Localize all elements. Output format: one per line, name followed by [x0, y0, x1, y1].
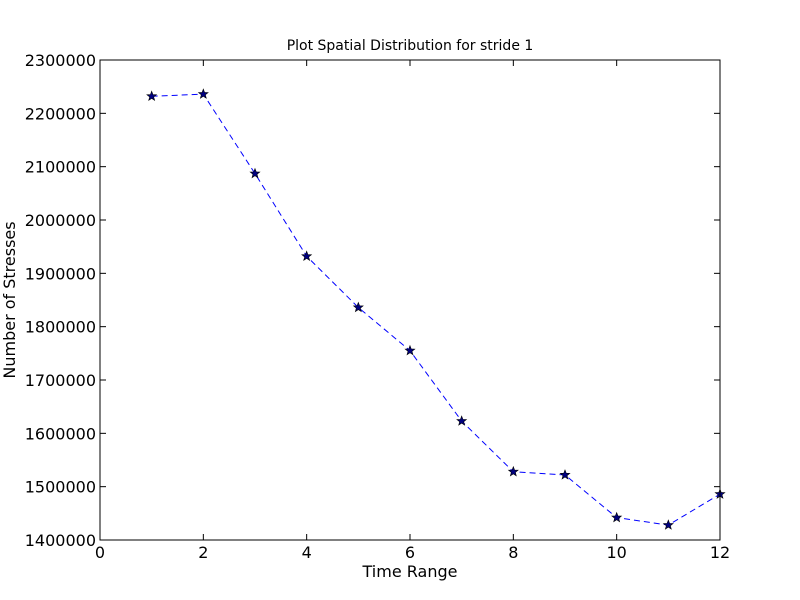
plot-frame	[99, 59, 721, 541]
x-tick-label: 8	[508, 543, 518, 562]
y-tick-label: 1600000	[25, 424, 96, 443]
x-tick-labels: 0 2 4 6 8 10 12	[95, 543, 730, 562]
y-tick-label: 1400000	[25, 531, 96, 550]
y-tick-label: 2300000	[25, 51, 96, 70]
series-line-0	[151, 93, 721, 526]
x-axis-title: Time Range	[362, 562, 458, 581]
x-tick-label: 4	[302, 543, 312, 562]
data-point	[611, 511, 623, 523]
y-tick-label: 2200000	[25, 104, 96, 123]
y-tick-labels: 1400000 1500000 1600000 1700000 1800000 19000…	[25, 51, 96, 550]
y-tick-label: 1800000	[25, 318, 96, 337]
chart-title: Plot Spatial Distribution for stride 1	[287, 38, 534, 54]
data-point	[507, 465, 519, 477]
plot-area	[100, 60, 720, 540]
data-point	[301, 250, 313, 262]
data-point	[456, 415, 468, 426]
data-point	[352, 301, 364, 313]
y-tick-label: 1700000	[25, 371, 96, 390]
data-point	[146, 90, 158, 102]
data-point	[197, 88, 209, 99]
x-tick-label: 2	[198, 543, 208, 562]
data-point	[559, 469, 571, 480]
x-tick-label: 12	[710, 543, 730, 562]
data-point	[249, 167, 261, 179]
y-tick-label: 2100000	[25, 158, 96, 177]
y-tick-label: 1500000	[25, 478, 96, 497]
data-point	[662, 519, 674, 530]
x-tick-label: 0	[95, 543, 105, 562]
y-tick-label: 2000000	[25, 211, 96, 230]
y-axis-title: Number of Stresses	[0, 221, 19, 378]
y-tick-label: 1900000	[25, 264, 96, 283]
x-tick-label: 10	[606, 543, 626, 562]
data-point	[404, 344, 416, 356]
x-tick-label: 6	[405, 543, 415, 562]
